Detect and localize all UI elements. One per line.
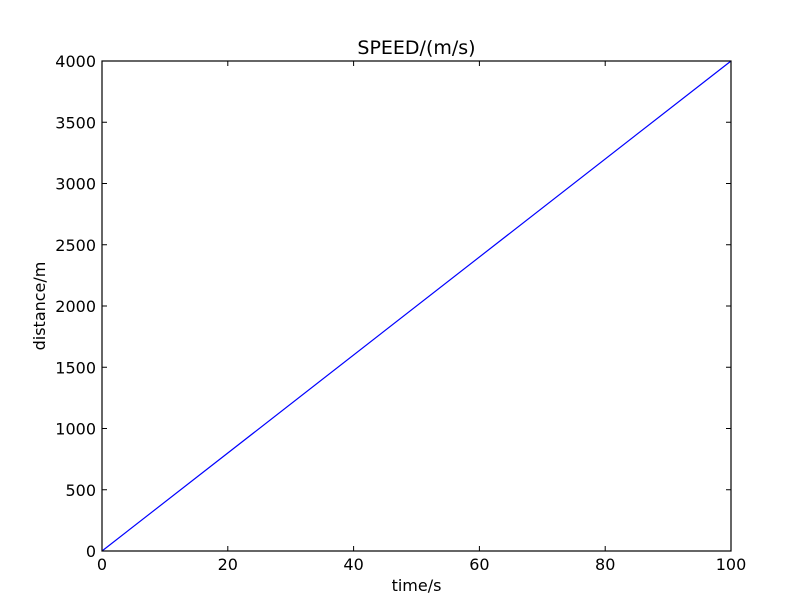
x-axis-label: time/s [392, 576, 442, 595]
y-tick-label: 2000 [55, 297, 96, 316]
y-tick-label: 3000 [55, 175, 96, 194]
x-tick-label: 20 [218, 555, 238, 574]
y-axis-label: distance/m [30, 262, 49, 351]
axes-frame [101, 60, 732, 552]
y-tick-label: 500 [65, 481, 96, 500]
y-tick-label: 3500 [55, 113, 96, 132]
x-tick-label: 0 [97, 555, 107, 574]
y-tick-label: 1500 [55, 358, 96, 377]
y-tick-label: 0 [86, 542, 96, 561]
x-tick-label: 100 [716, 555, 747, 574]
x-tick-label: 60 [469, 555, 489, 574]
series-line-0 [101, 60, 732, 552]
x-tick-label: 80 [595, 555, 615, 574]
y-tick-label: 2500 [55, 236, 96, 255]
chart-title: SPEED/(m/s) [357, 37, 475, 59]
y-tick-label: 1000 [55, 420, 96, 439]
y-tick-label: 4000 [55, 52, 96, 71]
plot-area: 0 20 40 60 80 1000500100015002000250030003500… [55, 52, 746, 574]
x-tick-label: 40 [343, 555, 363, 574]
